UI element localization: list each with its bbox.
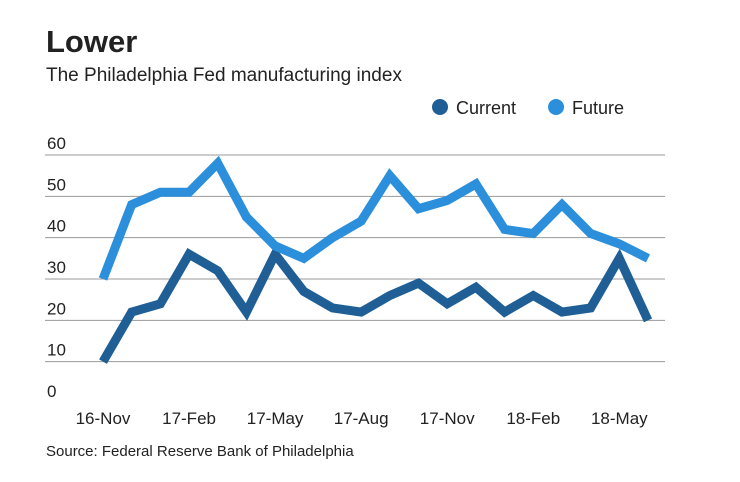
y-tick-label: 60: [47, 134, 66, 153]
series-line: [98, 155, 651, 281]
source: Source: Federal Reserve Bank of Philadel…: [46, 443, 354, 460]
chart-subtitle: The Philadelphia Fed manufacturing index: [46, 65, 402, 86]
x-tick-label: 18-Feb: [506, 409, 560, 428]
x-tick-label: 17-Aug: [334, 409, 389, 428]
chart-title: Lower: [46, 24, 137, 59]
y-tick-label: 40: [47, 217, 66, 236]
legend-marker: [548, 99, 565, 115]
y-tick-label: 50: [47, 175, 66, 194]
y-tick-label: 10: [47, 341, 66, 360]
y-tick-label: 20: [47, 299, 66, 318]
legend-label: Current: [456, 98, 516, 118]
legend-marker: [432, 99, 448, 115]
x-tick-label: 17-May: [247, 409, 304, 428]
series-line: [99, 245, 653, 364]
y-tick-label: 0: [47, 382, 56, 401]
y-tick-label: 30: [47, 258, 66, 277]
x-tick-label: 17-Nov: [420, 409, 475, 428]
x-tick-label: 16-Nov: [76, 409, 131, 428]
x-tick-label: 17-Feb: [162, 409, 216, 428]
legend-label: Future: [572, 98, 624, 118]
x-tick-label: 18-May: [591, 409, 648, 428]
